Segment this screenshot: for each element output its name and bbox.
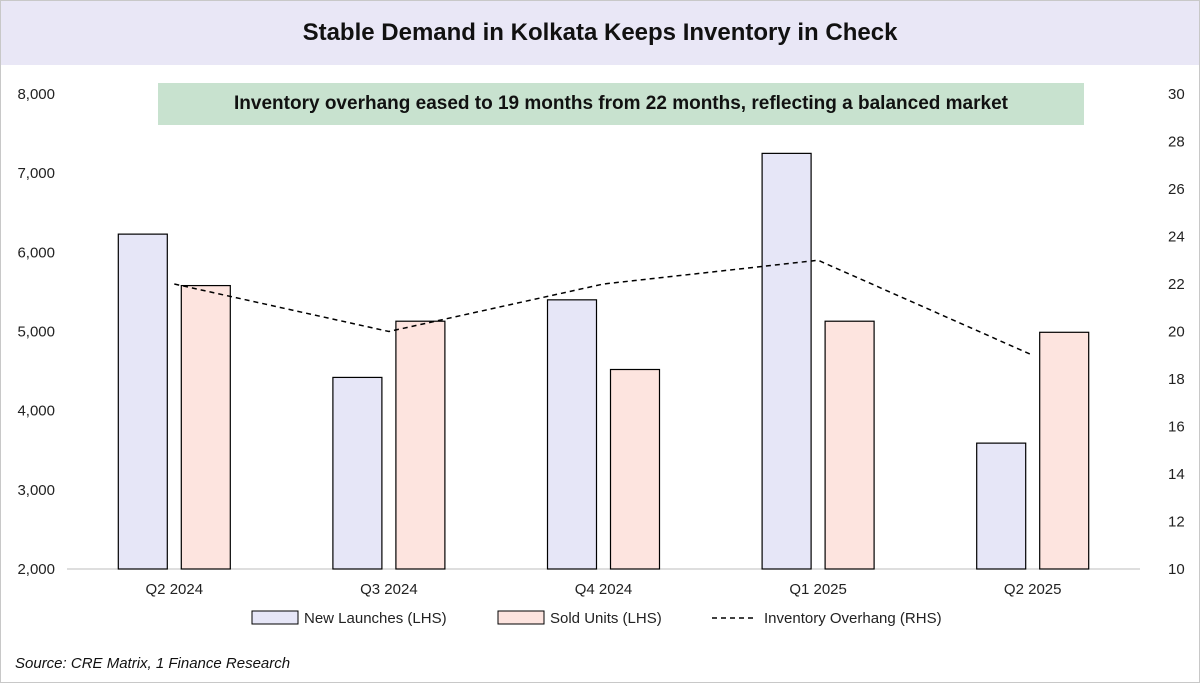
bar-sold-units: [609, 368, 661, 570]
bar-new-launches: [332, 376, 383, 570]
left-axis-tick-label: 7,000: [17, 165, 55, 182]
right-axis-tick-label: 12: [1168, 514, 1185, 531]
x-axis-tick-label: Q2 2025: [1004, 581, 1062, 598]
title-bar: Stable Demand in Kolkata Keeps Inventory…: [1, 1, 1199, 65]
x-axis-tick-label: Q2 2024: [146, 581, 204, 598]
right-axis-tick-label: 10: [1168, 561, 1185, 578]
left-axis-tick-label: 3,000: [17, 482, 55, 499]
bar-sold-units: [395, 320, 446, 570]
x-axis-tick-label: Q1 2025: [789, 581, 847, 598]
right-axis-tick-label: 14: [1168, 466, 1185, 483]
x-axis-tick-label: Q4 2024: [575, 581, 633, 598]
left-axis-tick-label: 4,000: [17, 403, 55, 420]
left-axis-tick-label: 2,000: [17, 561, 55, 578]
legend-swatch-new-launches: [251, 610, 299, 625]
line-inventory-overhang: [174, 259, 1034, 356]
legend-label-inventory-overhang: Inventory Overhang (RHS): [764, 610, 942, 627]
right-axis-tick-label: 26: [1168, 181, 1185, 198]
bar-sold-units: [824, 320, 875, 570]
legend-label-sold-units: Sold Units (LHS): [550, 610, 662, 627]
legend-swatch-sold-units: [497, 610, 545, 625]
right-axis-tick-label: 18: [1168, 371, 1185, 388]
x-axis-tick-label: Q3 2024: [360, 581, 418, 598]
chart-title: Stable Demand in Kolkata Keeps Inventory…: [302, 19, 898, 46]
left-axis-tick-label: 5,000: [17, 324, 55, 341]
left-axis-tick-label: 6,000: [17, 244, 55, 261]
bar-new-launches: [761, 152, 812, 570]
bar-sold-units: [180, 284, 231, 570]
left-axis-tick-label: 8,000: [17, 86, 55, 103]
right-axis-tick-label: 24: [1168, 229, 1185, 246]
bar-new-launches: [546, 299, 598, 570]
bar-new-launches: [976, 442, 1027, 570]
annotation-text: Inventory overhang eased to 19 months fr…: [234, 93, 1008, 114]
right-axis-tick-label: 30: [1168, 86, 1185, 103]
right-axis-tick-label: 22: [1168, 276, 1185, 293]
right-axis-tick-label: 16: [1168, 419, 1185, 436]
right-axis-tick-label: 28: [1168, 134, 1185, 151]
right-axis-tick-label: 20: [1168, 324, 1185, 341]
legend-label-new-launches: New Launches (LHS): [304, 610, 447, 627]
source-note: Source: CRE Matrix, 1 Finance Research: [15, 655, 291, 672]
annotation-box: Inventory overhang eased to 19 months fr…: [158, 83, 1084, 125]
bar-sold-units: [1039, 331, 1090, 570]
bar-new-launches: [117, 233, 168, 570]
